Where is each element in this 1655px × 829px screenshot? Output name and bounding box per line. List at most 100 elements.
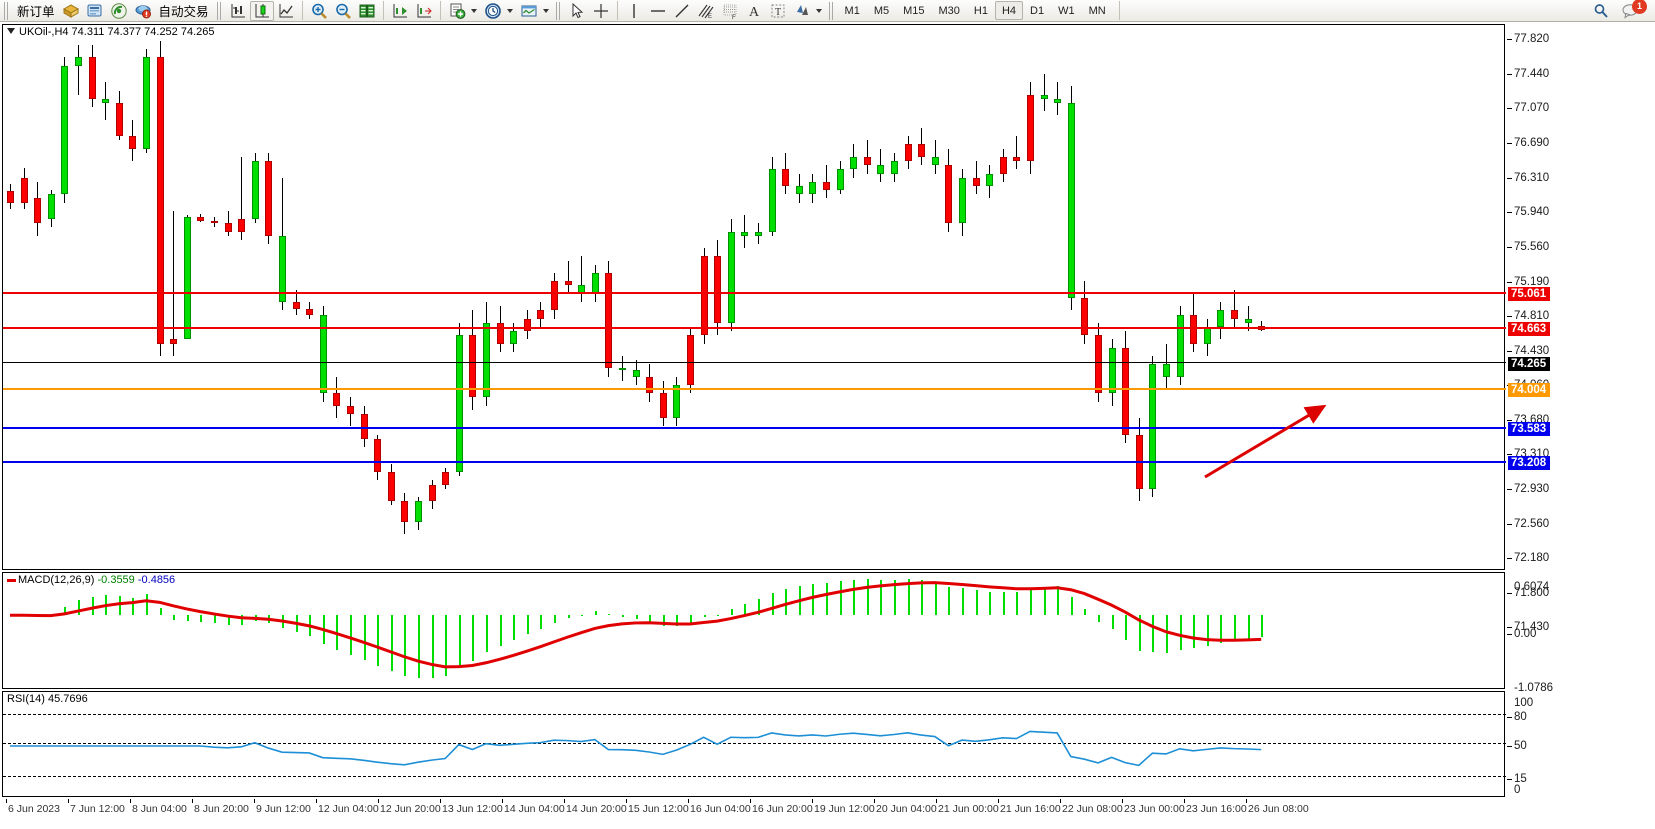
new-order-button[interactable]: 新订单: [17, 5, 55, 19]
timeframe-d1[interactable]: D1: [1030, 5, 1045, 17]
zoom-out-icon[interactable]: [331, 1, 355, 21]
timeframe-mn[interactable]: MN: [1088, 5, 1106, 17]
crosshair-icon[interactable]: [589, 1, 613, 21]
candle-body: [1122, 347, 1130, 435]
price-tick: 72.180: [1506, 552, 1550, 564]
candle-wick: [173, 210, 175, 356]
candle-body: [360, 414, 368, 439]
candle-body: [795, 185, 803, 195]
timeframe-m30[interactable]: M30: [938, 5, 960, 17]
price-axis[interactable]: 77.820 77.440 77.070 76.690 76.310 75.940 75.5…: [1506, 24, 1653, 797]
macd-bar: [1084, 608, 1087, 616]
candle-body: [700, 256, 708, 336]
data-window-icon[interactable]: [355, 1, 379, 21]
timeframe-w1[interactable]: W1: [1058, 5, 1075, 17]
price-tag-74004[interactable]: 74.004: [1508, 383, 1551, 397]
text-icon[interactable]: A: [742, 1, 766, 21]
price-tag-73583[interactable]: 73.583: [1508, 422, 1551, 436]
price-tag-74265[interactable]: 74.265: [1508, 357, 1551, 371]
price-pane[interactable]: UKOil-,H4 74.311 74.377 74.252 74.265: [2, 24, 1506, 570]
price-tag-75061[interactable]: 75.061: [1508, 287, 1551, 301]
search-icon[interactable]: [1589, 1, 1613, 21]
candle-body: [20, 177, 28, 203]
candle-wick: [567, 260, 569, 294]
chart-shift-icon[interactable]: [388, 1, 412, 21]
macd-tick: 0.00: [1506, 628, 1537, 640]
candlestick: [129, 25, 137, 569]
macd-bar: [472, 615, 475, 661]
templates-icon[interactable]: [517, 1, 541, 21]
period-dropdown-caret[interactable]: [506, 8, 513, 13]
candlestick: [211, 25, 219, 569]
vertical-line-icon[interactable]: [622, 1, 646, 21]
price-tick: 71.800: [1506, 587, 1550, 599]
auto-scroll-icon[interactable]: [412, 1, 436, 21]
timeframe-h1[interactable]: H1: [973, 5, 988, 17]
candlestick: [387, 25, 396, 569]
timeframe-m15[interactable]: M15: [903, 5, 925, 17]
templates-dropdown-caret[interactable]: [542, 8, 549, 13]
arrows-icon[interactable]: [790, 1, 814, 21]
support-73583[interactable]: [3, 427, 1506, 429]
toolbar-grip[interactable]: [3, 1, 10, 20]
macd-bar: [1179, 615, 1182, 650]
pane-collapse-icon[interactable]: [7, 28, 15, 34]
signal-icon[interactable]: [107, 1, 131, 21]
candlestick: [1176, 25, 1185, 569]
new-order-icon[interactable]: [59, 1, 83, 21]
add-indicator-dropdown-caret[interactable]: [470, 8, 477, 13]
candle-body: [632, 370, 640, 377]
macd-bar: [1247, 615, 1250, 639]
macd-pane[interactable]: MACD(12,26,9) -0.3559 -0.4856: [2, 572, 1505, 689]
bar-chart-icon[interactable]: [226, 1, 250, 21]
candle-body: [387, 472, 395, 502]
candlestick: [687, 25, 695, 569]
chat-icon[interactable]: 1: [1619, 0, 1647, 21]
candlestick-chart-icon[interactable]: [249, 0, 274, 21]
candle-body: [455, 335, 463, 473]
resistance-75061[interactable]: [3, 292, 1506, 294]
macd-bar: [744, 603, 747, 616]
arrows-dropdown-caret[interactable]: [815, 8, 822, 13]
candle-body: [959, 177, 966, 224]
time-tick-mark: [254, 799, 255, 803]
resistance-74663[interactable]: [3, 327, 1506, 329]
autotrade-button[interactable]: 自动交易: [158, 5, 209, 19]
toolbar-grip-3[interactable]: [554, 1, 562, 20]
chart-area[interactable]: UKOil-,H4 74.311 74.377 74.252 74.265 MA…: [0, 22, 1655, 829]
price-tick: 76.310: [1506, 172, 1550, 184]
macd-bar: [866, 579, 869, 616]
candle-body: [945, 165, 953, 224]
close-74265[interactable]: [3, 362, 1506, 363]
level-74004[interactable]: [3, 388, 1506, 390]
add-indicator-icon[interactable]: [445, 1, 469, 21]
timeframe-h4[interactable]: H4: [994, 1, 1024, 20]
line-chart-icon[interactable]: [274, 1, 298, 21]
candlestick: [673, 25, 681, 569]
timeframe-m5[interactable]: M5: [873, 5, 890, 17]
rsi-pane[interactable]: RSI(14) 45.7696: [2, 691, 1506, 797]
support-73208[interactable]: [3, 461, 1506, 463]
candlestick: [496, 25, 505, 569]
candle-body: [782, 169, 790, 186]
fibonacci-icon[interactable]: F: [718, 1, 742, 21]
text-label-icon[interactable]: T: [766, 1, 790, 21]
period-clock-icon[interactable]: [481, 1, 505, 21]
candle-body: [537, 310, 545, 319]
zoom-in-icon[interactable]: [307, 1, 331, 21]
trendline-icon[interactable]: [670, 1, 694, 21]
cursor-icon[interactable]: [565, 1, 589, 21]
alert-icon[interactable]: [131, 1, 155, 21]
timeframe-m1[interactable]: M1: [844, 5, 860, 17]
equidistant-channel-icon[interactable]: E: [694, 1, 718, 21]
price-tag-73208[interactable]: 73.208: [1508, 456, 1551, 470]
toolbar-grip-4[interactable]: [827, 1, 835, 20]
price-tag-74663[interactable]: 74.663: [1508, 322, 1551, 336]
toolbar-grip-2[interactable]: [215, 1, 223, 20]
time-axis[interactable]: 6 Jun 2023 7 Jun 12:00 8 Jun 04:00 8 Jun 20…: [2, 799, 1505, 829]
candlestick: [401, 25, 409, 569]
cloud-icon[interactable]: [83, 1, 107, 21]
horizontal-line-icon[interactable]: [646, 1, 670, 21]
macd-bar: [1016, 592, 1019, 616]
candle-body: [47, 194, 55, 220]
